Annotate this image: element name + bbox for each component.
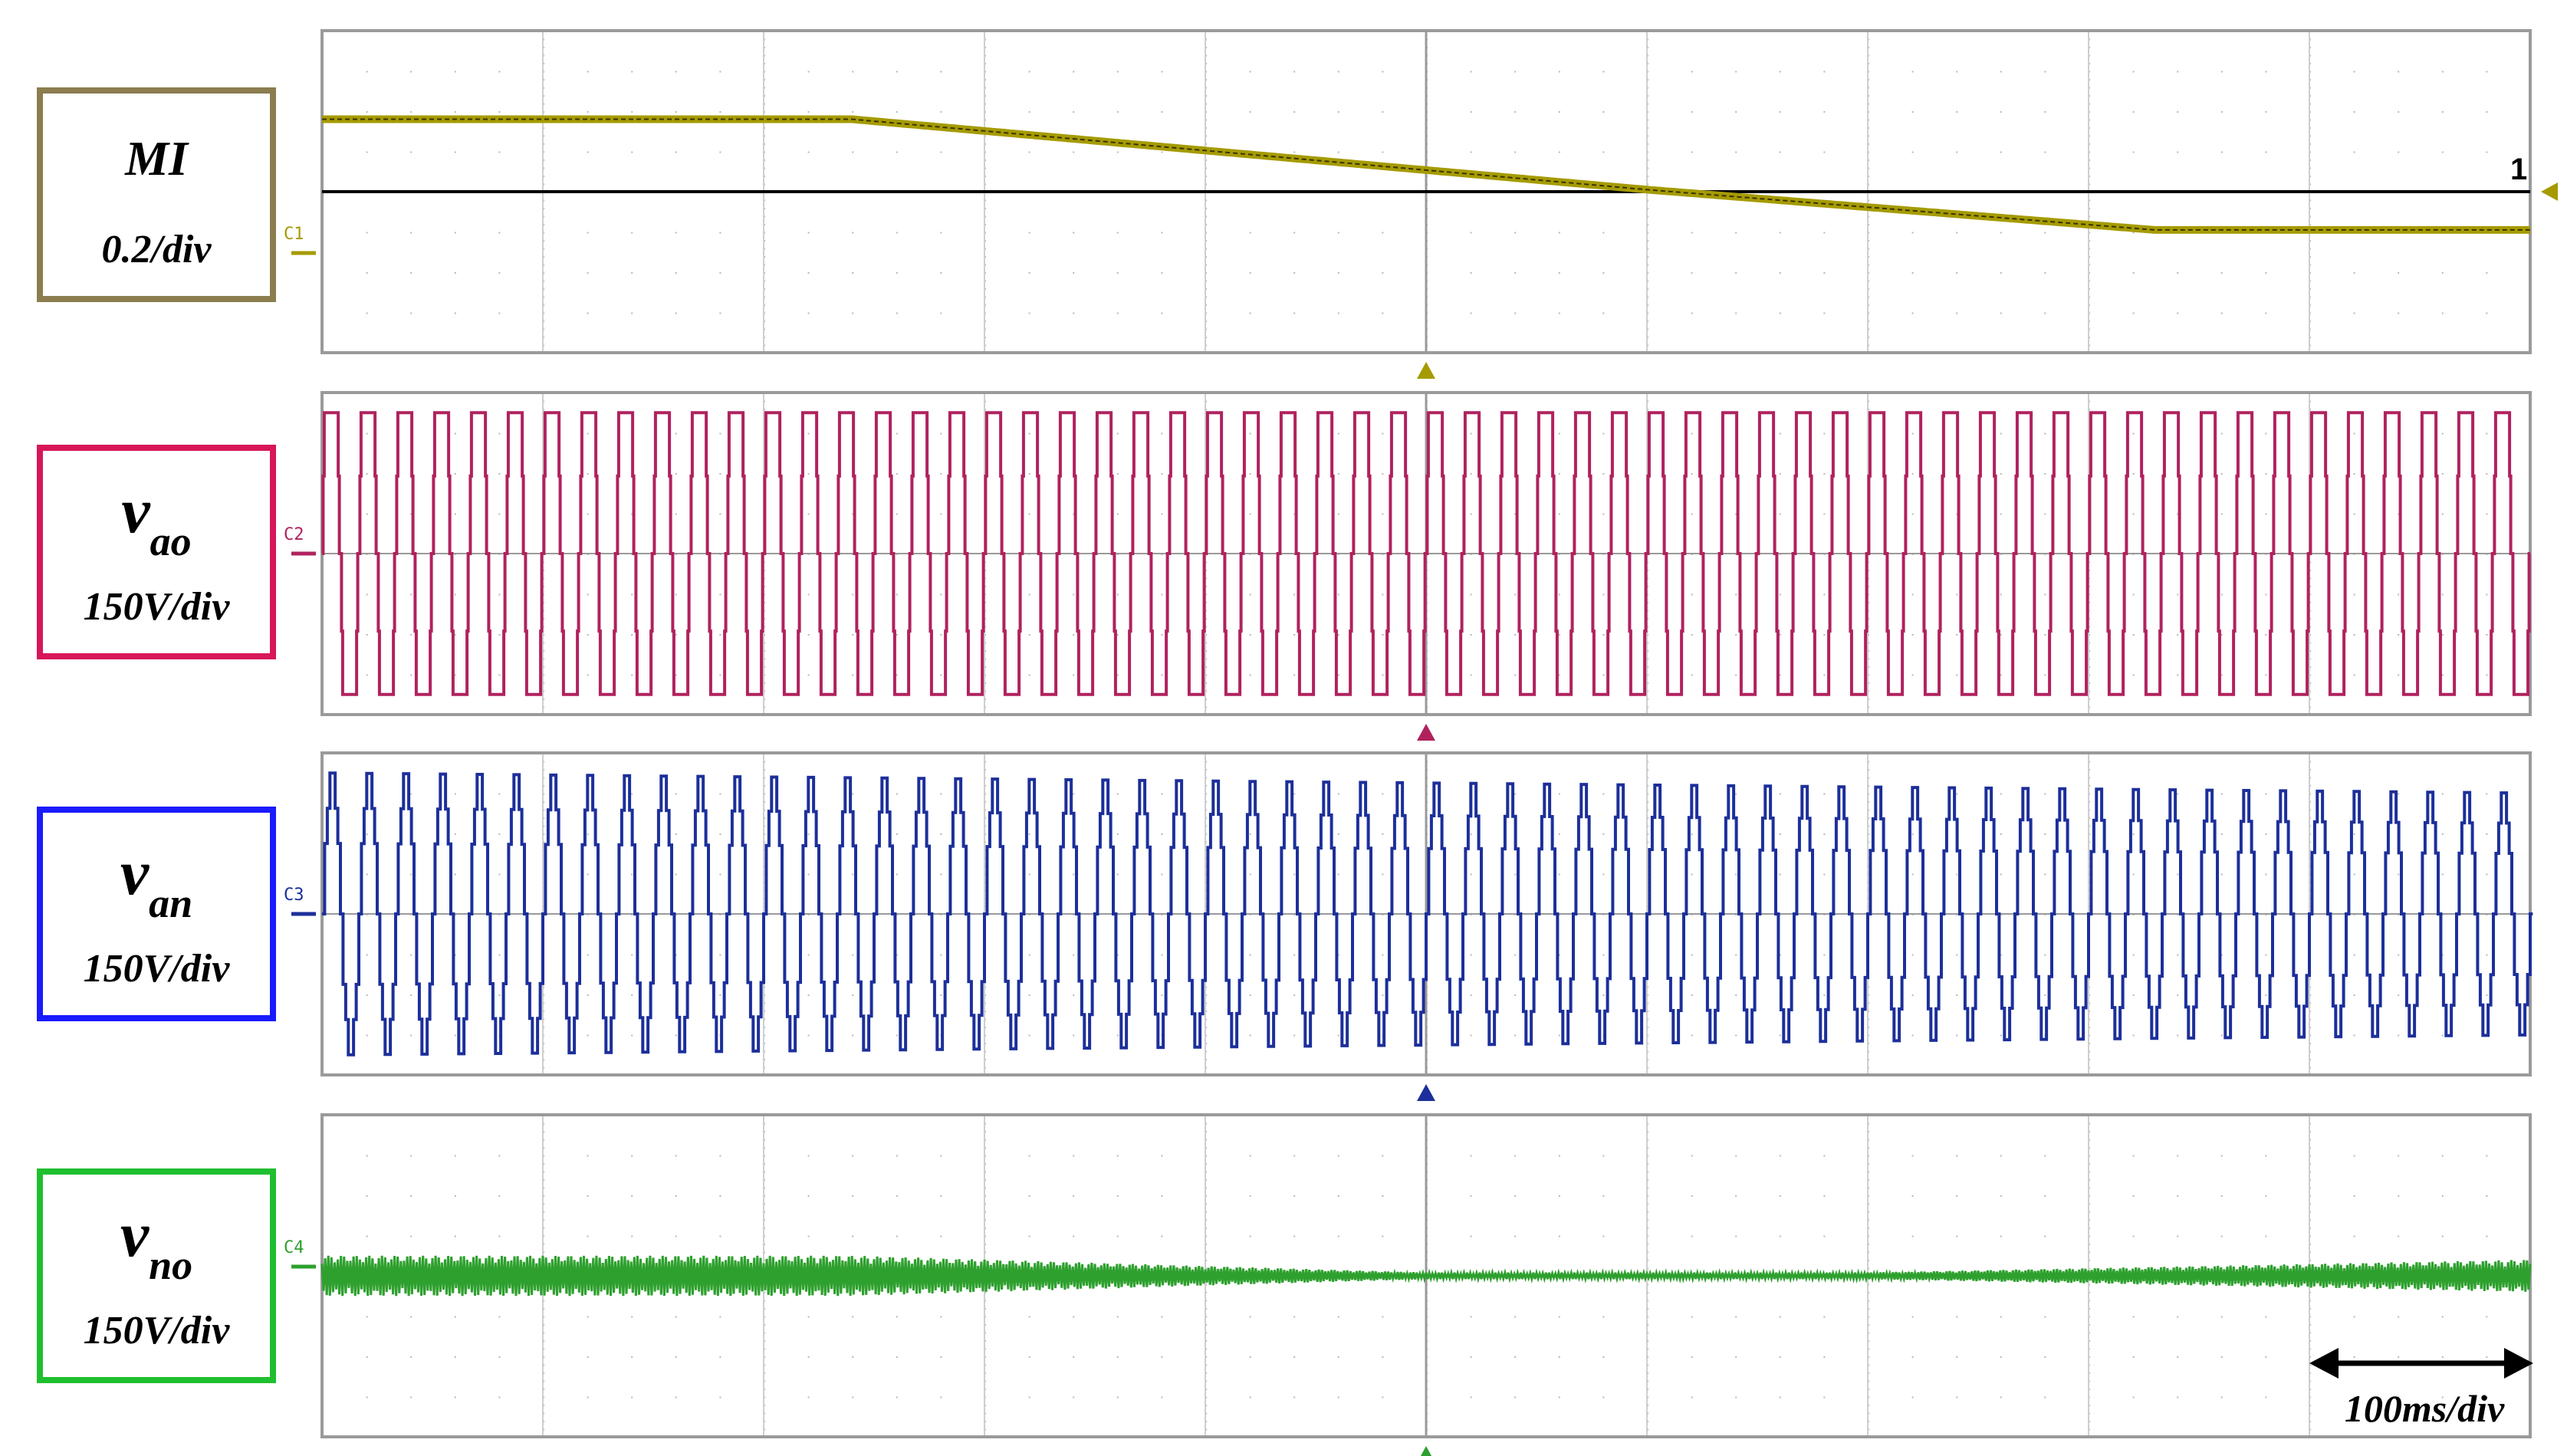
timebase-arrow-right-head	[2504, 1348, 2533, 1379]
label-subscript: ao	[150, 518, 192, 564]
panel-c4: C4	[284, 1113, 2532, 1456]
label-scale: 150V/div	[84, 585, 231, 629]
label-symbol: v	[121, 475, 151, 547]
panel-c3: C3	[284, 751, 2533, 1101]
reference-marker-label: 1	[2510, 153, 2527, 186]
vao-trace	[321, 411, 2531, 696]
label-box-c3: van 150V/div	[37, 807, 276, 1021]
channel-panels: C1 1 C2 C3 C4	[284, 29, 2558, 1456]
label-box-border	[37, 1168, 276, 1383]
trigger-marker	[1417, 724, 1435, 741]
channel-labels: MI0.2/divvao150V/divvan150V/divvno150V/d…	[37, 87, 276, 1383]
timebase-indicator: 100ms/div	[2309, 1348, 2533, 1430]
label-main: van	[120, 837, 192, 926]
channel-tag: C3	[284, 886, 304, 905]
label-box-border	[37, 87, 276, 302]
label-main: MI	[124, 131, 189, 186]
label-main: vno	[120, 1199, 192, 1288]
label-box-border	[37, 807, 276, 1021]
label-main: vao	[121, 475, 191, 564]
vno-trace	[320, 1255, 2532, 1297]
channel-tag: C1	[284, 225, 304, 244]
label-box-border	[37, 445, 276, 659]
trigger-marker	[1417, 362, 1435, 379]
mi-trace-noise	[322, 118, 2530, 231]
trigger-marker	[1417, 1084, 1435, 1101]
label-subscript: no	[149, 1242, 192, 1288]
channel-tag: C4	[284, 1238, 304, 1257]
label-symbol: MI	[124, 131, 189, 186]
panel-c2: C2	[284, 391, 2532, 741]
panel-c1: C1 1	[284, 29, 2558, 379]
label-box-c1: MI 0.2/div	[37, 87, 276, 302]
timebase-label: 100ms/div	[2345, 1387, 2505, 1430]
trigger-marker	[1420, 1446, 1432, 1456]
timebase-arrow-left-head	[2309, 1348, 2339, 1379]
channel-tag: C2	[284, 525, 304, 544]
van-trace	[322, 771, 2533, 1057]
label-box-c2: vao 150V/div	[37, 445, 276, 659]
label-subscript: an	[149, 880, 192, 926]
label-scale: 150V/div	[84, 947, 231, 991]
label-symbol: v	[120, 1199, 150, 1270]
label-scale: 150V/div	[84, 1309, 231, 1352]
reference-marker-arrow	[2541, 182, 2558, 201]
label-box-c4: vno 150V/div	[37, 1168, 276, 1383]
label-symbol: v	[120, 837, 150, 909]
label-scale: 0.2/div	[102, 228, 212, 271]
